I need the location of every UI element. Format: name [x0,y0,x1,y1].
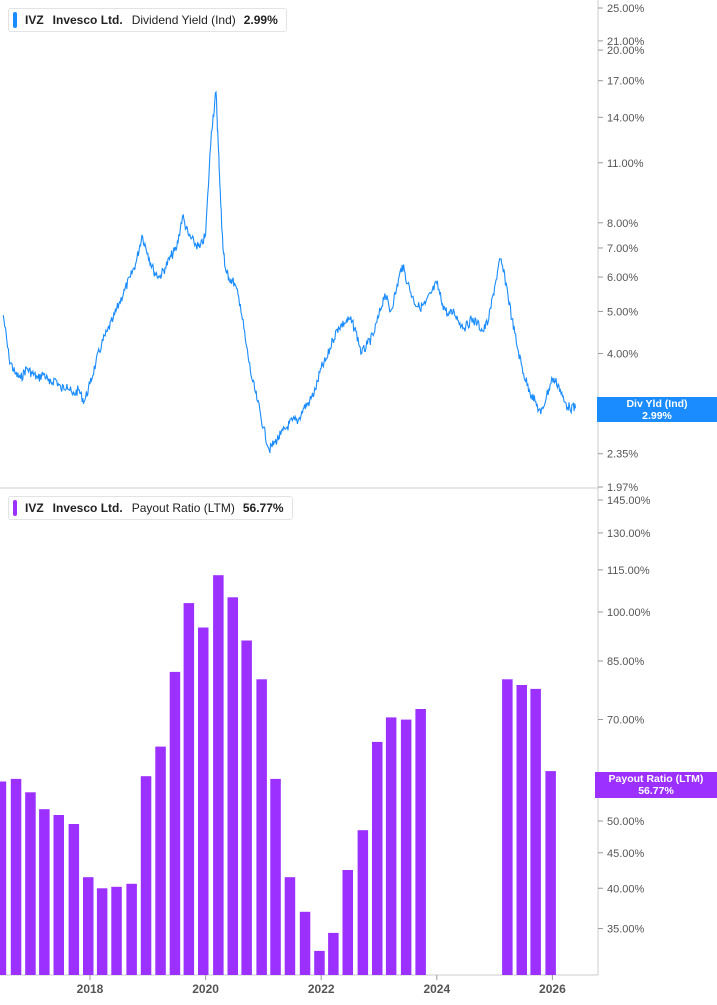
yield-value-flag: Div Yld (Ind) 2.99% [597,397,717,422]
x-tick-label: 2018 [77,982,104,996]
legend-metric: Dividend Yield (Ind) [131,13,236,27]
x-tick-label: 2022 [308,982,335,996]
y-tick-label: 4.00% [607,348,638,360]
payout-bar [39,809,50,975]
legend-metric: Payout Ratio (LTM) [131,501,235,515]
series-color-swatch [13,12,17,28]
payout-bar [126,883,137,975]
flag-label: Div Yld (Ind) [626,398,688,410]
top-legend: IVZ Invesco Ltd. Dividend Yield (Ind) 2.… [8,8,287,32]
y-tick-label: 17.00% [607,76,645,88]
legend-company: Invesco Ltd. [52,501,123,515]
y-tick-label: 130.00% [607,528,651,540]
legend-ticker: IVZ [25,13,44,27]
payout-bar [400,719,412,975]
payout-bar [241,640,252,975]
payout-bar [415,709,426,975]
payout-bar [0,781,7,975]
payout-bar [53,815,64,975]
series-color-swatch [13,500,17,516]
x-axis: 2018 2020 2022 2024 2026 [77,975,566,996]
y-tick-label: 8.00% [607,218,638,230]
payout-bar [342,870,353,975]
payout-bar [256,679,267,975]
y-tick-label: 40.00% [607,883,645,895]
payout-bar [502,679,513,975]
y-tick-label: 6.00% [607,272,638,284]
y-tick-label: 70.00% [607,715,645,727]
y-tick-label: 14.00% [607,112,645,124]
payout-bar [140,776,152,975]
payout-bar [213,575,224,975]
payout-bar [372,741,383,975]
payout-bar [545,771,556,975]
x-tick-label: 2020 [192,982,219,996]
y-tick-label: 11.00% [607,158,644,170]
y-tick-label: 21.00% [607,36,645,48]
payout-bar [314,950,325,975]
bottom-legend: IVZ Invesco Ltd. Payout Ratio (LTM) 56.7… [8,496,293,520]
payout-bar [183,603,195,975]
bottom-y-axis: 145.00% 130.00% 115.00% 100.00% 85.00% 70.00%… [598,495,651,936]
payout-bar [169,671,181,975]
payout-bar [198,627,209,975]
payout-bar [10,778,22,975]
payout-value-flag: Payout Ratio (LTM) 56.77% [595,772,717,798]
legend-value: 56.77% [242,501,284,515]
top-y-axis: 25.00% 21.00%20.00% 17.00% 14.00% 11.00% 8.00… [598,3,645,494]
y-tick-label: 35.00% [607,924,645,936]
payout-bar [270,778,281,975]
flag-value: 56.77% [638,785,674,797]
payout-bar [83,877,94,975]
payout-bar [25,792,36,975]
payout-bar [68,824,80,975]
payout-bar [111,886,122,975]
y-tick-label: 115.00% [607,565,650,577]
y-tick-label: 5.00% [607,306,638,318]
y-tick-label: 145.00% [607,495,651,507]
flag-label: Payout Ratio (LTM) [608,773,704,785]
flag-value: 2.99% [642,410,672,422]
y-tick-label: 20.00% [607,45,645,57]
payout-ratio-bars [0,575,556,975]
payout-bar [155,746,166,975]
legend-ticker: IVZ [25,501,44,515]
y-tick-label: 1.97% [607,482,638,494]
legend-company: Invesco Ltd. [52,13,123,27]
payout-bar [227,597,238,975]
payout-bar [357,830,369,975]
x-tick-label: 2024 [423,982,450,996]
payout-bar [328,932,339,975]
y-tick-label: 85.00% [607,656,645,668]
payout-bar [299,911,311,975]
x-tick-label: 2026 [539,982,566,996]
payout-bar [516,685,527,975]
payout-bar [96,888,108,975]
y-tick-label: 25.00% [607,3,645,15]
y-tick-label: 50.00% [607,816,645,828]
payout-bar [530,688,541,975]
payout-bar [284,877,296,975]
y-tick-label: 2.35% [607,449,638,461]
y-tick-label: 100.00% [607,607,651,619]
dividend-yield-line [2,90,577,454]
payout-bar [385,717,397,975]
y-tick-label: 7.00% [607,243,638,255]
y-tick-label: 45.00% [607,848,645,860]
legend-value: 2.99% [243,13,278,27]
